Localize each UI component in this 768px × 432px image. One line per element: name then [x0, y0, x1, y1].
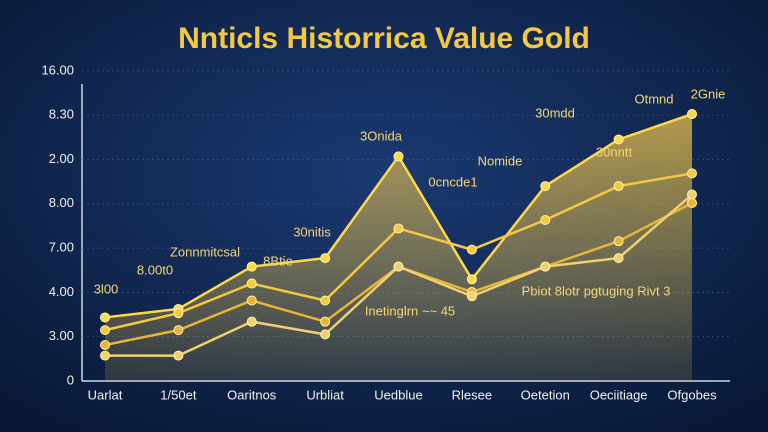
annotation: 30nitis [293, 224, 331, 239]
x-tick-label: Uedblue [374, 387, 422, 402]
y-label: 0 [67, 372, 74, 387]
x-tick-label: Oaritnos [227, 387, 277, 402]
point [466, 244, 477, 255]
point [613, 236, 624, 247]
chart-title: Nnticls Historrica Value Gold [178, 22, 590, 55]
x-tick-label: Ofgobes [667, 387, 717, 402]
point [173, 350, 184, 361]
point [540, 261, 551, 272]
point [246, 278, 257, 289]
x-tick-label: 1/50et [160, 387, 197, 402]
annotation: 3Onida [360, 128, 403, 143]
x-tick-label: Rlesee [452, 387, 492, 402]
point [687, 189, 697, 200]
point [540, 214, 551, 225]
point [393, 223, 404, 234]
point [687, 168, 697, 179]
y-label: 16.00 [41, 62, 74, 77]
y-label: 8.30 [49, 107, 74, 122]
point [100, 312, 110, 323]
point [320, 295, 331, 306]
point [613, 134, 624, 145]
annotation: Pbiot 8lotr pgtuging Rivt 3 [522, 283, 671, 298]
annotation: Otmnd [634, 91, 673, 106]
y-label: 7.00 [49, 240, 74, 255]
point [393, 261, 404, 272]
x-tick-label: Urbliat [306, 387, 344, 402]
annotation: 30nntt [596, 144, 633, 159]
annotation: 30mdd [535, 105, 575, 120]
point [173, 325, 184, 336]
annotation: Zonnmitcsal [170, 244, 240, 259]
y-label: 3.00 [49, 328, 74, 343]
y-label: 4.00 [49, 284, 74, 299]
annotation: Nomide [478, 153, 523, 168]
point [246, 261, 257, 272]
point [393, 151, 404, 162]
point [613, 181, 624, 192]
point [100, 325, 110, 336]
point [246, 295, 257, 306]
point [100, 339, 110, 350]
point [687, 198, 697, 209]
point [246, 316, 257, 327]
annotation: 0cncde1 [428, 174, 477, 189]
area [105, 114, 692, 381]
point [173, 308, 184, 319]
y-label: 8.00 [49, 195, 74, 210]
point [100, 350, 110, 361]
y-label: 2.00 [49, 151, 74, 166]
point [466, 291, 477, 302]
annotation: 3l00 [94, 281, 119, 296]
x-tick-label: Oeciitiage [590, 387, 648, 402]
annotation: 8Btie [263, 253, 293, 268]
annotation: 2Gnie [691, 86, 726, 101]
annotation: 8.00t0 [137, 262, 173, 277]
point [320, 316, 331, 327]
point [466, 274, 477, 285]
point [687, 109, 697, 120]
annotation: Inetinglrn ~~ 45 [365, 303, 455, 318]
x-tick-label: Uarlat [88, 387, 123, 402]
point [613, 253, 624, 264]
x-tick-label: Oetetion [521, 387, 570, 402]
point [320, 253, 331, 264]
point [320, 329, 331, 340]
point [540, 181, 551, 192]
